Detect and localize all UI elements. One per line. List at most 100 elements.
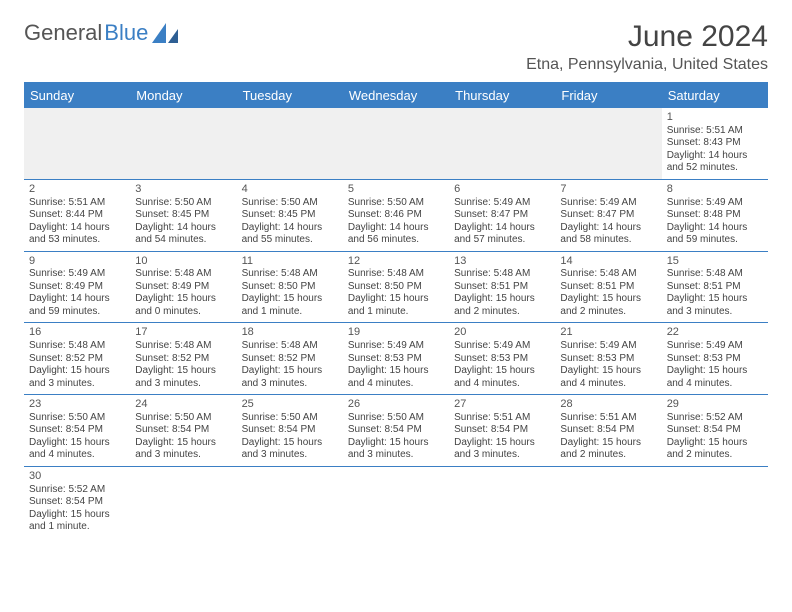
- day-header: Monday: [130, 83, 236, 108]
- sunrise: Sunrise: 5:48 AM: [135, 268, 231, 281]
- sunset: Sunset: 8:43 PM: [667, 137, 763, 150]
- day-number: 26: [348, 398, 444, 412]
- day-number: 15: [667, 255, 763, 269]
- day-number: 10: [135, 255, 231, 269]
- sunset: Sunset: 8:54 PM: [454, 424, 550, 437]
- sunset: Sunset: 8:53 PM: [667, 353, 763, 366]
- sunrise: Sunrise: 5:48 AM: [454, 268, 550, 281]
- daylight: Daylight: 14 hours and 53 minutes.: [29, 222, 125, 247]
- day-cell: 7Sunrise: 5:49 AMSunset: 8:47 PMDaylight…: [555, 180, 661, 251]
- sunset: Sunset: 8:46 PM: [348, 209, 444, 222]
- daylight: Daylight: 15 hours and 3 minutes.: [135, 365, 231, 390]
- sunset: Sunset: 8:54 PM: [667, 424, 763, 437]
- sunset: Sunset: 8:48 PM: [667, 209, 763, 222]
- sunset: Sunset: 8:47 PM: [560, 209, 656, 222]
- day-cell: [449, 467, 555, 538]
- daylight: Daylight: 15 hours and 2 minutes.: [560, 437, 656, 462]
- sunset: Sunset: 8:52 PM: [29, 353, 125, 366]
- day-cell: 10Sunrise: 5:48 AMSunset: 8:49 PMDayligh…: [130, 252, 236, 323]
- daylight: Daylight: 15 hours and 4 minutes.: [29, 437, 125, 462]
- day-cell: 22Sunrise: 5:49 AMSunset: 8:53 PMDayligh…: [662, 323, 768, 394]
- sunrise: Sunrise: 5:50 AM: [135, 197, 231, 210]
- calendar: Sunday Monday Tuesday Wednesday Thursday…: [24, 82, 768, 538]
- day-number: 16: [29, 326, 125, 340]
- day-cell: [130, 108, 236, 179]
- sunrise: Sunrise: 5:48 AM: [560, 268, 656, 281]
- sunset: Sunset: 8:53 PM: [560, 353, 656, 366]
- day-number: 23: [29, 398, 125, 412]
- day-cell: [343, 467, 449, 538]
- day-header-row: Sunday Monday Tuesday Wednesday Thursday…: [24, 83, 768, 108]
- daylight: Daylight: 15 hours and 2 minutes.: [560, 293, 656, 318]
- day-cell: [130, 467, 236, 538]
- day-cell: [343, 108, 449, 179]
- day-number: 28: [560, 398, 656, 412]
- day-number: 19: [348, 326, 444, 340]
- sunrise: Sunrise: 5:52 AM: [667, 412, 763, 425]
- day-cell: 13Sunrise: 5:48 AMSunset: 8:51 PMDayligh…: [449, 252, 555, 323]
- day-number: 29: [667, 398, 763, 412]
- day-cell: 6Sunrise: 5:49 AMSunset: 8:47 PMDaylight…: [449, 180, 555, 251]
- sunset: Sunset: 8:44 PM: [29, 209, 125, 222]
- sunrise: Sunrise: 5:48 AM: [242, 268, 338, 281]
- sunset: Sunset: 8:49 PM: [29, 281, 125, 294]
- sunrise: Sunrise: 5:50 AM: [242, 197, 338, 210]
- sunrise: Sunrise: 5:51 AM: [667, 125, 763, 138]
- day-number: 11: [242, 255, 338, 269]
- daylight: Daylight: 14 hours and 55 minutes.: [242, 222, 338, 247]
- day-cell: 30Sunrise: 5:52 AMSunset: 8:54 PMDayligh…: [24, 467, 130, 538]
- day-cell: 19Sunrise: 5:49 AMSunset: 8:53 PMDayligh…: [343, 323, 449, 394]
- title-block: June 2024 Etna, Pennsylvania, United Sta…: [526, 20, 768, 74]
- day-cell: 5Sunrise: 5:50 AMSunset: 8:46 PMDaylight…: [343, 180, 449, 251]
- sunset: Sunset: 8:54 PM: [135, 424, 231, 437]
- day-cell: 12Sunrise: 5:48 AMSunset: 8:50 PMDayligh…: [343, 252, 449, 323]
- sunset: Sunset: 8:45 PM: [135, 209, 231, 222]
- day-cell: 29Sunrise: 5:52 AMSunset: 8:54 PMDayligh…: [662, 395, 768, 466]
- daylight: Daylight: 15 hours and 1 minute.: [29, 509, 125, 534]
- day-number: 17: [135, 326, 231, 340]
- sunset: Sunset: 8:50 PM: [348, 281, 444, 294]
- day-cell: 14Sunrise: 5:48 AMSunset: 8:51 PMDayligh…: [555, 252, 661, 323]
- day-cell: 20Sunrise: 5:49 AMSunset: 8:53 PMDayligh…: [449, 323, 555, 394]
- day-header: Sunday: [24, 83, 130, 108]
- sunset: Sunset: 8:51 PM: [667, 281, 763, 294]
- sunset: Sunset: 8:54 PM: [560, 424, 656, 437]
- day-number: 12: [348, 255, 444, 269]
- sunrise: Sunrise: 5:49 AM: [29, 268, 125, 281]
- sunrise: Sunrise: 5:52 AM: [29, 484, 125, 497]
- sunset: Sunset: 8:52 PM: [135, 353, 231, 366]
- day-number: 21: [560, 326, 656, 340]
- day-number: 14: [560, 255, 656, 269]
- day-number: 5: [348, 183, 444, 197]
- day-number: 2: [29, 183, 125, 197]
- sunset: Sunset: 8:54 PM: [29, 424, 125, 437]
- daylight: Daylight: 15 hours and 4 minutes.: [667, 365, 763, 390]
- day-number: 30: [29, 470, 125, 484]
- daylight: Daylight: 15 hours and 4 minutes.: [560, 365, 656, 390]
- logo-text-2: Blue: [104, 20, 148, 46]
- day-cell: [555, 467, 661, 538]
- day-cell: [237, 108, 343, 179]
- daylight: Daylight: 15 hours and 4 minutes.: [454, 365, 550, 390]
- sunrise: Sunrise: 5:50 AM: [348, 197, 444, 210]
- daylight: Daylight: 15 hours and 1 minute.: [242, 293, 338, 318]
- sunset: Sunset: 8:49 PM: [135, 281, 231, 294]
- sunset: Sunset: 8:54 PM: [29, 496, 125, 509]
- day-number: 25: [242, 398, 338, 412]
- day-number: 1: [667, 111, 763, 125]
- sunset: Sunset: 8:51 PM: [560, 281, 656, 294]
- header: GeneralBlue June 2024 Etna, Pennsylvania…: [24, 20, 768, 74]
- day-cell: 17Sunrise: 5:48 AMSunset: 8:52 PMDayligh…: [130, 323, 236, 394]
- logo-text-1: General: [24, 20, 102, 46]
- sunset: Sunset: 8:53 PM: [454, 353, 550, 366]
- day-cell: 18Sunrise: 5:48 AMSunset: 8:52 PMDayligh…: [237, 323, 343, 394]
- daylight: Daylight: 15 hours and 1 minute.: [348, 293, 444, 318]
- daylight: Daylight: 14 hours and 56 minutes.: [348, 222, 444, 247]
- day-cell: 23Sunrise: 5:50 AMSunset: 8:54 PMDayligh…: [24, 395, 130, 466]
- sunrise: Sunrise: 5:48 AM: [242, 340, 338, 353]
- month-title: June 2024: [526, 20, 768, 54]
- day-cell: [237, 467, 343, 538]
- weeks-container: 1Sunrise: 5:51 AMSunset: 8:43 PM Daylight…: [24, 108, 768, 538]
- day-number: 20: [454, 326, 550, 340]
- sunrise: Sunrise: 5:50 AM: [29, 412, 125, 425]
